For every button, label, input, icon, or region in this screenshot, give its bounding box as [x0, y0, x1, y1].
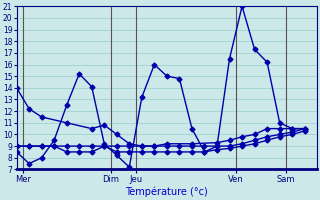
X-axis label: Température (°c): Température (°c) [125, 187, 208, 197]
